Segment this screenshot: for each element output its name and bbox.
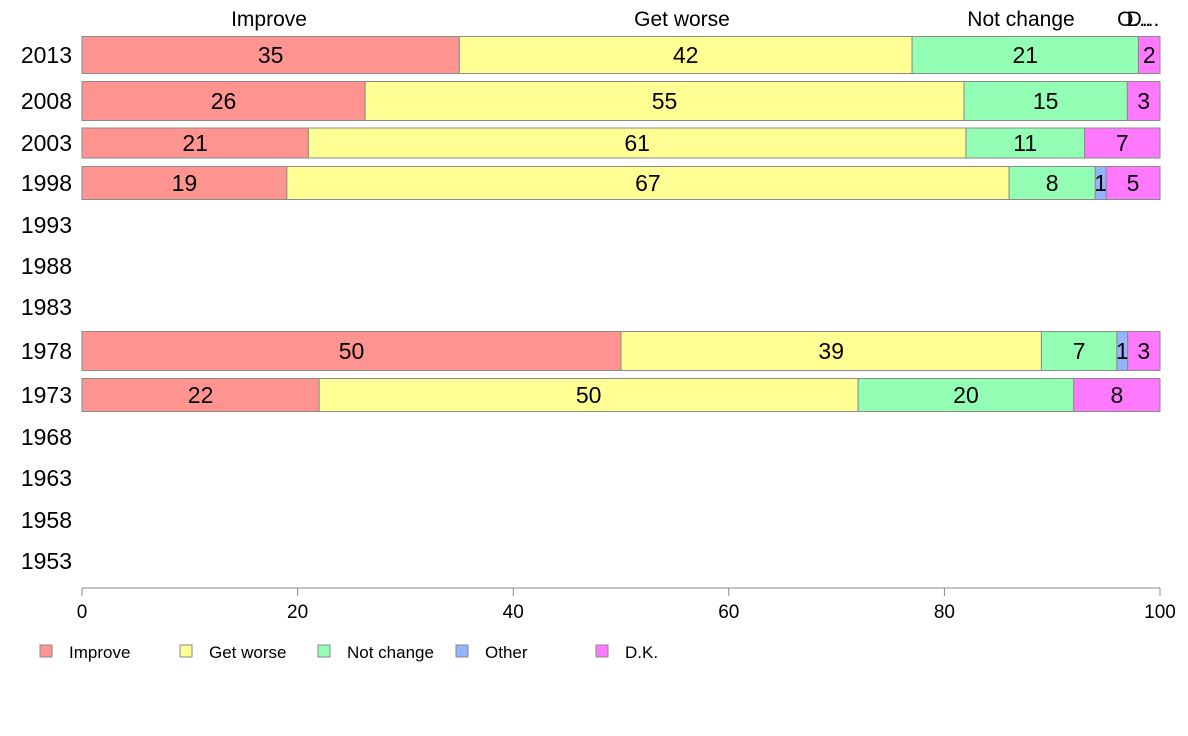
top-label: Improve <box>231 8 307 31</box>
legend: Improve Get worse Not change Other D.K. <box>39 643 658 662</box>
bar-segment <box>1127 331 1161 371</box>
data-label: 50 <box>576 382 602 408</box>
bar-segment <box>1084 127 1161 159</box>
data-label: 3 <box>1137 88 1150 114</box>
legend-label: D.K. <box>625 643 658 662</box>
legend-label: Get worse <box>209 643 286 662</box>
data-label: 21 <box>182 130 208 156</box>
data-label: 5 <box>1127 170 1140 196</box>
data-label: 3 <box>1137 338 1150 364</box>
bar-segment <box>1105 166 1161 200</box>
y-tick-label: 1983 <box>21 294 72 320</box>
bar-segment <box>1073 378 1161 412</box>
x-tick-label: 0 <box>77 602 88 623</box>
data-label: 39 <box>818 338 844 364</box>
legend-swatch <box>179 644 193 658</box>
x-tick-label: 100 <box>1144 602 1176 623</box>
data-label: 7 <box>1116 130 1129 156</box>
y-axis: 2013 2008 2003 1998 1993 1988 1983 1978 1973 1968… <box>21 42 72 574</box>
y-tick-label: 2013 <box>21 42 72 68</box>
bar-segment <box>364 81 965 121</box>
legend-label: Other <box>485 643 528 662</box>
y-tick-label: 1993 <box>21 212 72 238</box>
x-tick-label: 60 <box>718 602 739 623</box>
y-tick-label: 1958 <box>21 507 72 533</box>
legend-label: Improve <box>69 643 130 662</box>
bar-segment <box>81 127 309 159</box>
bar-segment <box>1008 166 1096 200</box>
x-tick-label: 80 <box>934 602 955 623</box>
legend-swatch <box>455 644 469 658</box>
legend-swatch <box>317 644 331 658</box>
bar-segment <box>81 331 622 371</box>
data-label: 8 <box>1046 170 1059 196</box>
top-labels: Improve Get worse Not change O...D... <box>231 8 1159 31</box>
y-tick-label: 1998 <box>21 170 72 196</box>
bar-segment <box>81 378 320 412</box>
data-label: 20 <box>953 382 979 408</box>
y-tick-label: 1953 <box>21 548 72 574</box>
y-tick-label: 1968 <box>21 424 72 450</box>
top-label: O... <box>1117 8 1151 31</box>
y-tick-label: 2003 <box>21 130 72 156</box>
top-label: Not change <box>967 8 1074 31</box>
y-tick-label: 1963 <box>21 465 72 491</box>
bar-segment <box>458 36 913 74</box>
data-label: 50 <box>339 338 365 364</box>
bars: 35 42 21 226 55 15 321 61 11 719 67 8 1 550 39 7 1 322 50 2… <box>81 36 1161 412</box>
y-tick-label: 1978 <box>21 338 72 364</box>
data-label: 11 <box>1013 130 1037 156</box>
y-tick-label: 2008 <box>21 88 72 114</box>
y-tick-label: 1988 <box>21 253 72 279</box>
data-label: 7 <box>1073 338 1086 364</box>
legend-label: Not change <box>347 643 434 662</box>
y-tick-label: 1973 <box>21 382 72 408</box>
data-label: 55 <box>652 88 678 114</box>
data-label: 1 <box>1094 170 1107 196</box>
data-label: 42 <box>673 42 699 68</box>
legend-swatch <box>595 644 609 658</box>
data-label: 67 <box>635 170 661 196</box>
bar-segment <box>81 81 366 121</box>
bar-segment <box>620 331 1042 371</box>
data-label: 22 <box>188 382 214 408</box>
legend-swatch <box>39 644 53 658</box>
bar-segment <box>857 378 1075 412</box>
x-axis: 0 20 40 60 80 100 <box>77 587 1176 623</box>
bar-segment <box>965 127 1086 159</box>
top-label: D... <box>1127 8 1160 31</box>
top-label: Get worse <box>634 8 730 31</box>
x-tick-label: 40 <box>503 602 524 623</box>
data-label: 61 <box>624 130 650 156</box>
data-label: 21 <box>1012 42 1038 68</box>
bar-segment <box>963 81 1128 121</box>
data-label: 1 <box>1116 338 1129 364</box>
x-tick-label: 20 <box>287 602 308 623</box>
bar-segment <box>318 378 859 412</box>
data-label: 2 <box>1143 42 1156 68</box>
data-label: 35 <box>258 42 284 68</box>
bar-segment <box>307 127 967 159</box>
bar-segment <box>81 166 288 200</box>
bar-segment <box>1126 81 1161 121</box>
data-label: 19 <box>172 170 198 196</box>
bar-segment <box>1137 36 1161 74</box>
data-label: 26 <box>211 88 237 114</box>
data-label: 15 <box>1033 88 1059 114</box>
data-label: 8 <box>1110 382 1123 408</box>
